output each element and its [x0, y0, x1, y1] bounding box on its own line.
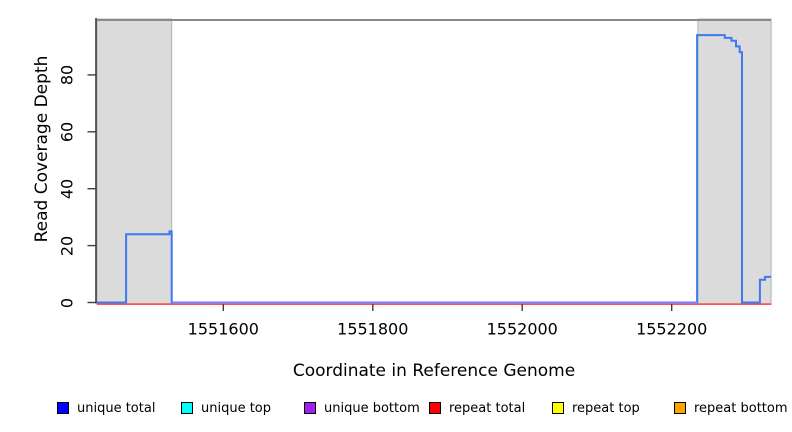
x-tick-label: 1551800 — [337, 319, 409, 339]
legend-item-unique-bottom: unique bottom — [304, 398, 420, 418]
legend-item-repeat-top: repeat top — [552, 398, 640, 418]
y-tick-label: 40 — [57, 178, 77, 199]
coverage-curve — [97, 34, 772, 304]
x-axis-title: Coordinate in Reference Genome — [292, 361, 576, 381]
legend-label: repeat total — [449, 400, 526, 416]
legend-label: repeat top — [572, 400, 640, 416]
unique-bottom-swatch-icon — [304, 402, 316, 414]
repeat-bottom-swatch-icon — [674, 402, 686, 414]
repeat-total-swatch-icon — [429, 402, 441, 414]
y-tick-label: 80 — [57, 64, 77, 86]
shaded-region — [697, 18, 772, 305]
shaded-region — [96, 18, 173, 305]
y-tick-label: 60 — [57, 121, 77, 142]
legend-item-repeat-bottom: repeat bottom — [674, 398, 788, 418]
y-axis-title: Read Coverage Depth — [32, 55, 52, 243]
x-tick-label: 1552200 — [636, 319, 708, 339]
y-tick-label: 0 — [57, 297, 77, 308]
legend-label: repeat bottom — [694, 400, 788, 416]
legend-item-repeat-total: repeat total — [429, 398, 525, 418]
legend-item-unique-total: unique total — [57, 398, 155, 418]
y-tick-label: 20 — [57, 235, 77, 256]
unique-total-swatch-icon — [57, 402, 69, 414]
unique-top-swatch-icon — [181, 402, 193, 414]
legend-item-unique-top: unique top — [181, 398, 271, 418]
legend: unique total unique top unique bottom re… — [0, 398, 792, 420]
x-tick-label: 1552000 — [486, 319, 558, 339]
x-tick-label: 1551600 — [187, 319, 259, 339]
legend-label: unique top — [201, 400, 272, 416]
legend-label: unique bottom — [324, 400, 420, 416]
repeat-top-swatch-icon — [552, 402, 564, 414]
legend-label: unique total — [77, 400, 156, 416]
